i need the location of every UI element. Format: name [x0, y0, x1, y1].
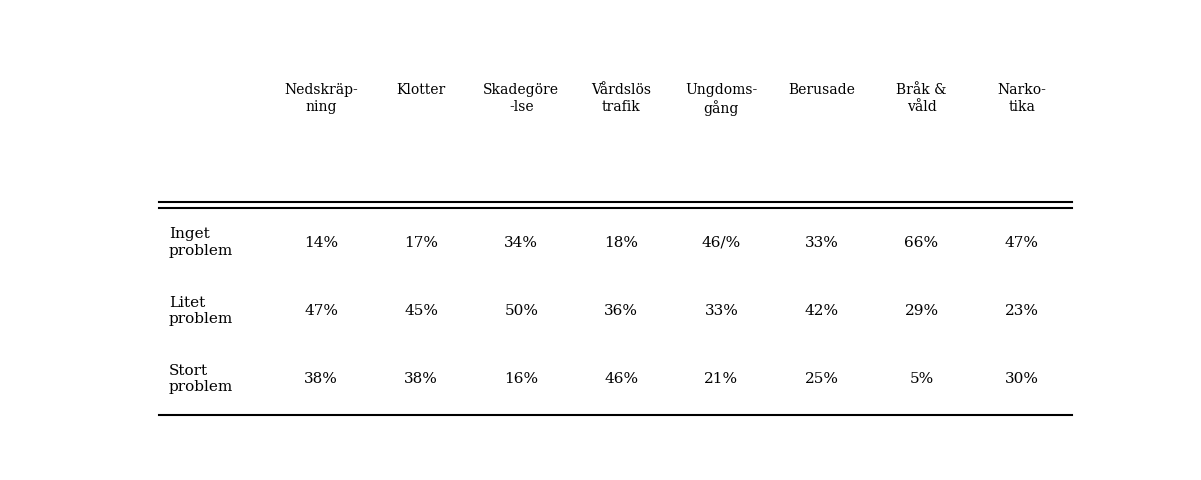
- Text: Skadegöre
-lse: Skadegöre -lse: [483, 84, 560, 114]
- Text: 5%: 5%: [909, 372, 933, 386]
- Text: 34%: 34%: [504, 236, 538, 250]
- Text: 47%: 47%: [1004, 236, 1039, 250]
- Text: 30%: 30%: [1004, 372, 1039, 386]
- Text: 33%: 33%: [705, 304, 739, 318]
- Text: 23%: 23%: [1004, 304, 1039, 318]
- Text: 46/%: 46/%: [701, 236, 741, 250]
- Text: 14%: 14%: [304, 236, 339, 250]
- Text: 66%: 66%: [904, 236, 938, 250]
- Text: Litet
problem: Litet problem: [168, 296, 233, 326]
- Text: Inget
problem: Inget problem: [168, 228, 233, 258]
- Text: 36%: 36%: [604, 304, 638, 318]
- Text: 42%: 42%: [805, 304, 838, 318]
- Text: Klotter: Klotter: [396, 84, 446, 97]
- Text: 17%: 17%: [405, 236, 438, 250]
- Text: Vårdslös
trafik: Vårdslös trafik: [591, 84, 651, 114]
- Text: 38%: 38%: [304, 372, 339, 386]
- Text: 33%: 33%: [805, 236, 838, 250]
- Text: 29%: 29%: [904, 304, 938, 318]
- Text: 47%: 47%: [304, 304, 339, 318]
- Text: Narko-
tika: Narko- tika: [997, 84, 1046, 114]
- Text: 45%: 45%: [405, 304, 438, 318]
- Text: Bråk &
våld: Bråk & våld: [896, 84, 946, 114]
- Text: Berusade: Berusade: [788, 84, 855, 97]
- Text: Stort
problem: Stort problem: [168, 364, 233, 395]
- Text: 16%: 16%: [504, 372, 538, 386]
- Text: Ungdoms-
gång: Ungdoms- gång: [686, 84, 758, 116]
- Text: 18%: 18%: [604, 236, 638, 250]
- Text: 25%: 25%: [805, 372, 838, 386]
- Text: Nedskräp-
ning: Nedskräp- ning: [285, 84, 358, 114]
- Text: 46%: 46%: [604, 372, 639, 386]
- Text: 50%: 50%: [504, 304, 538, 318]
- Text: 21%: 21%: [704, 372, 739, 386]
- Text: 38%: 38%: [405, 372, 438, 386]
